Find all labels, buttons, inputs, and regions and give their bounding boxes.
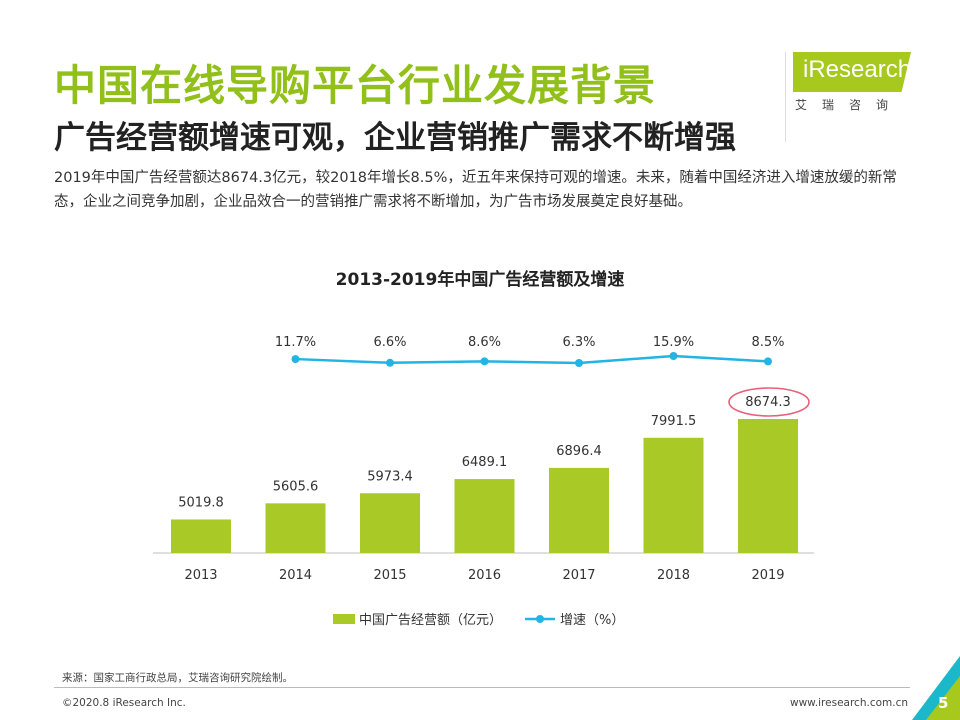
page-title: 中国在线导购平台行业发展背景	[54, 61, 657, 110]
growth-label-2018: 15.9%	[653, 335, 694, 350]
x-tick-2016: 2016	[468, 568, 501, 583]
bar-2015	[360, 493, 420, 553]
growth-point-2014	[291, 355, 300, 364]
logo-brand: iResearch	[803, 56, 912, 83]
legend-line-label: 增速（%）	[560, 613, 624, 628]
website-url: www.iresearch.com.cn	[790, 697, 909, 709]
bar-label-2013: 5019.8	[178, 495, 224, 510]
bar-label-2018: 7991.5	[651, 414, 697, 429]
x-tick-2017: 2017	[562, 568, 595, 583]
logo-tagline: 艾瑞咨询	[795, 98, 904, 112]
page-description: 2019年中国广告经营额达8674.3亿元，较2018年增长8.5%，近五年来保…	[54, 170, 897, 210]
bar-label-2019: 8674.3	[745, 395, 791, 410]
bar-2017	[549, 467, 609, 553]
x-tick-2018: 2018	[657, 568, 690, 583]
bar-2013	[171, 519, 231, 553]
x-tick-2019: 2019	[751, 568, 784, 583]
chart-title: 2013-2019年中国广告经营额及增速	[335, 270, 625, 290]
bar-label-2017: 6896.4	[556, 444, 602, 459]
x-tick-2013: 2013	[184, 568, 217, 583]
bar-label-2016: 6489.1	[462, 455, 508, 470]
growth-label-2015: 6.6%	[373, 335, 406, 350]
bar-label-2014: 5605.6	[273, 479, 319, 494]
copyright: ©2020.8 iResearch Inc.	[62, 697, 186, 709]
growth-label-2016: 8.6%	[468, 335, 501, 350]
growth-point-2016	[480, 357, 489, 366]
page-subtitle: 广告经营额增速可观，企业营销推广需求不断增强	[54, 120, 736, 156]
highlight-circle	[728, 387, 810, 417]
legend-bar-label: 中国广告经营额（亿元）	[359, 613, 502, 628]
growth-point-2017	[575, 359, 583, 367]
growth-label-2019: 8.5%	[751, 335, 784, 350]
logo-badge: iResearch	[793, 52, 911, 92]
source-note: 来源：国家工商行政总局，艾瑞咨询研究院绘制。	[62, 672, 293, 684]
growth-point-2015	[386, 358, 394, 367]
growth-point-2019	[764, 357, 772, 366]
growth-point-2018	[669, 352, 678, 360]
growth-label-2014: 11.7%	[275, 335, 316, 350]
legend-bar-swatch	[333, 614, 355, 624]
bar-line-chart: 5019.8 2013 5605.6 2014 5973.4 2015 6489.1 2016…	[153, 335, 814, 628]
iresearch-logo: iResearch 艾瑞咨询	[785, 52, 921, 142]
bar-label-2015: 5973.4	[367, 469, 413, 484]
bar-2019	[738, 419, 798, 553]
footer-divider	[54, 687, 910, 688]
x-tick-2015: 2015	[373, 568, 406, 583]
corner-decoration	[912, 656, 960, 720]
logo-divider	[785, 52, 786, 142]
growth-rate-line	[295, 354, 769, 365]
legend-line-marker	[536, 615, 544, 623]
bar-2018	[643, 437, 704, 553]
bar-2016	[454, 479, 515, 553]
x-tick-2014: 2014	[279, 568, 312, 583]
growth-label-2017: 6.3%	[562, 335, 595, 350]
page-number: 5	[938, 694, 949, 712]
bar-2014	[265, 503, 326, 553]
